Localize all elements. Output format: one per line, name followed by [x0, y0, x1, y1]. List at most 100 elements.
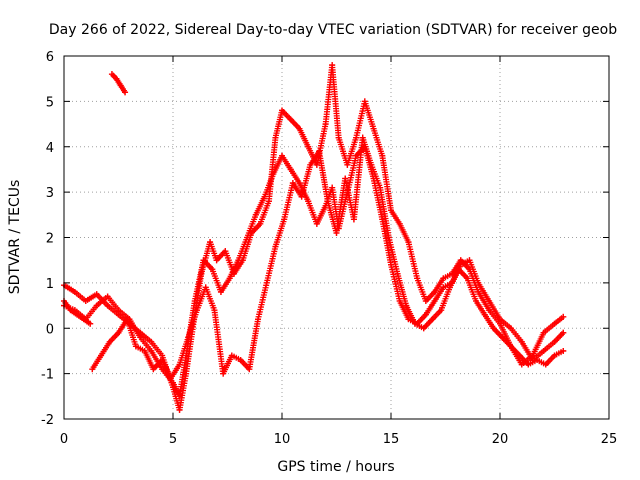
data-point: [213, 257, 220, 264]
data-point: [159, 366, 166, 373]
axis-ticks: [63, 55, 610, 420]
data-point: [148, 347, 155, 354]
data-point: [104, 293, 111, 300]
data-point: [344, 161, 351, 168]
data-point: [440, 275, 447, 282]
data-point: [193, 307, 200, 314]
data-point: [122, 89, 129, 96]
x-tick-label: 20: [492, 432, 509, 447]
data-point: [289, 180, 296, 187]
data-point: [396, 220, 403, 227]
data-point: [560, 313, 567, 320]
data-point: [305, 198, 312, 205]
data-point: [316, 148, 323, 155]
data-point: [333, 229, 340, 236]
y-tick-labels: -2 -1 0 1 2 3 4 5 6: [41, 50, 54, 428]
data-point: [446, 284, 453, 291]
data-point: [298, 193, 305, 200]
x-tick-labels: 0 5 10 15 20 25: [60, 432, 617, 447]
data-point: [560, 329, 567, 336]
data-point: [235, 257, 242, 264]
data-point: [486, 307, 493, 314]
data-point: [551, 320, 558, 327]
data-point: [137, 334, 144, 341]
data-point: [279, 107, 285, 114]
data-point: [414, 275, 421, 282]
data-point: [466, 257, 473, 264]
data-point: [124, 316, 131, 323]
data-point: [117, 82, 124, 89]
data-point: [87, 320, 94, 327]
data-point: [98, 352, 105, 359]
data-point: [396, 298, 403, 305]
data-point: [272, 134, 279, 141]
data-point: [183, 370, 190, 377]
data-point: [265, 198, 272, 205]
data-point: [141, 347, 148, 354]
data-point: [159, 357, 166, 364]
data-point: [403, 302, 410, 309]
data-point: [551, 352, 558, 359]
data-point: [82, 298, 89, 305]
data-point: [431, 298, 438, 305]
data-point: [475, 279, 482, 286]
data-point: [473, 298, 480, 305]
data-point: [263, 279, 270, 286]
data-point: [170, 379, 176, 386]
data-point: [394, 270, 401, 277]
data-point: [540, 347, 547, 354]
y-tick-label: -2: [41, 413, 54, 428]
data-point: [255, 316, 262, 323]
data-point: [405, 239, 412, 246]
data-point: [422, 298, 429, 305]
y-tick-label: 0: [46, 322, 54, 337]
data-point: [287, 166, 294, 173]
data-point: [359, 134, 366, 141]
series-markers: [61, 143, 567, 400]
data-points: [61, 62, 567, 413]
data-point: [350, 216, 357, 223]
data-point: [518, 338, 525, 345]
data-point: [353, 152, 360, 159]
y-axis-title: SDTVAR / TECUs: [7, 180, 23, 295]
data-point: [287, 116, 294, 123]
data-point: [335, 134, 342, 141]
data-point: [324, 198, 331, 205]
data-point: [464, 275, 471, 282]
x-tick-label: 5: [169, 432, 177, 447]
data-point: [176, 361, 183, 368]
data-point: [207, 239, 214, 246]
y-tick-label: 6: [46, 50, 54, 65]
data-point: [322, 121, 329, 128]
data-point: [296, 125, 303, 132]
data-point: [226, 275, 233, 282]
x-axis-title: GPS time / hours: [277, 459, 394, 475]
data-point: [202, 284, 209, 291]
data-point: [71, 288, 78, 295]
x-tick-label: 10: [274, 432, 291, 447]
data-point: [261, 193, 268, 200]
data-point: [388, 207, 394, 214]
data-point: [422, 311, 429, 318]
data-point: [150, 366, 157, 373]
data-point: [490, 325, 497, 332]
data-point: [252, 211, 259, 218]
data-point: [200, 257, 207, 264]
data-point: [329, 184, 336, 191]
data-point: [379, 216, 386, 223]
data-point: [305, 143, 312, 150]
data-point: [209, 266, 216, 273]
data-point: [377, 184, 384, 191]
data-point: [113, 75, 120, 82]
data-point: [420, 325, 427, 332]
y-tick-label: 2: [46, 232, 54, 247]
data-point: [80, 316, 87, 323]
data-point: [540, 329, 547, 336]
data-point: [518, 361, 525, 368]
data-point: [516, 352, 523, 359]
data-point: [429, 316, 436, 323]
y-tick-label: -1: [41, 368, 54, 383]
data-point: [431, 288, 438, 295]
data-point: [270, 170, 277, 177]
data-point: [379, 152, 386, 159]
